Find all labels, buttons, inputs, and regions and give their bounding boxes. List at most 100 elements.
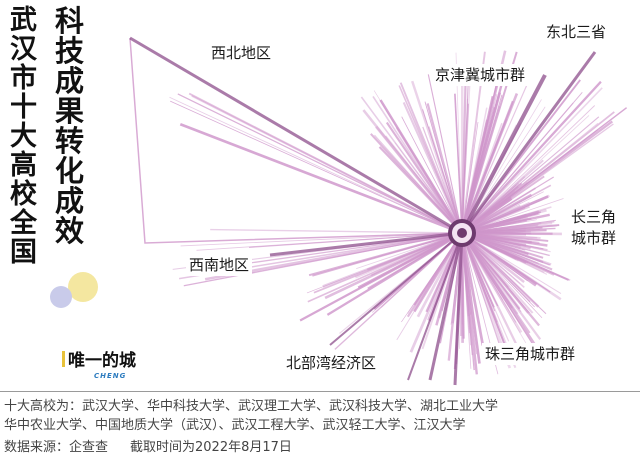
- ray-1-18: [399, 82, 463, 234]
- ray-7-13: [461, 232, 512, 362]
- ray-2-26: [460, 82, 499, 234]
- footer-universities-line1: 十大高校为：武汉大学、华中科技大学、武汉理工大学、武汉科技大学、湖北工业大学: [4, 399, 499, 414]
- ray-7-29: [460, 232, 481, 364]
- ray-strong-0: [129, 36, 463, 235]
- ray-3-11: [461, 80, 602, 234]
- ray-2-20: [461, 70, 470, 234]
- ray-0-1: [170, 100, 463, 234]
- blue-dot: [50, 286, 72, 308]
- yellow-dot: [68, 272, 98, 302]
- ray-6-26: [461, 231, 562, 301]
- title-part-2-char-6: 化: [55, 154, 85, 188]
- ray-0-0: [169, 96, 463, 234]
- ray-10-0: [180, 232, 463, 247]
- outline-line: [129, 37, 463, 244]
- ray-3-8: [461, 105, 596, 234]
- ray-0-5: [179, 122, 463, 235]
- title-part-1-char-8: 全: [10, 208, 37, 239]
- ray-strong-3: [460, 51, 597, 234]
- region-label-northwest: 西北地区: [208, 42, 275, 64]
- ray-9-12: [334, 232, 463, 350]
- title-part-1-char-1: 武: [10, 5, 37, 36]
- ray-2-16: [454, 93, 463, 234]
- ray-4-28: [461, 194, 550, 235]
- title-part-2-char-4: 果: [55, 94, 85, 128]
- ray-9-11: [326, 232, 463, 316]
- ray-2-24: [461, 106, 496, 234]
- ray-4-33: [461, 191, 544, 234]
- region-label-yangtze-delta: 长三角 城市群: [568, 206, 620, 250]
- ray-9-18: [299, 232, 463, 322]
- region-label-yangtze-line2: 城市群: [571, 229, 617, 247]
- ray-8-17: [461, 232, 470, 334]
- wuhan-hub: [448, 219, 476, 247]
- transfer-network-diagram: [129, 36, 628, 386]
- ray-6-25: [461, 232, 551, 293]
- title-part-2-char-1: 科: [55, 4, 85, 38]
- ray-10-7: [210, 228, 463, 234]
- ray-1-21: [427, 74, 463, 234]
- region-label-yangtze-line1: 长三角: [571, 208, 617, 226]
- ray-2-29: [461, 105, 501, 234]
- ray-10-2: [183, 232, 463, 287]
- title-part-1-char-9: 国: [10, 237, 37, 268]
- ray-strong-4: [428, 232, 464, 381]
- region-label-jingjinji: 京津冀城市群: [432, 64, 529, 86]
- ray-1-19: [362, 109, 464, 234]
- title-part-1-char-3: 市: [10, 63, 37, 94]
- footer-source: 数据来源：企查查: [4, 440, 109, 455]
- ray-1-16: [373, 90, 463, 234]
- ray-strong-5: [453, 232, 464, 386]
- ray-4-27: [461, 199, 543, 234]
- logo-sub: CHENG: [94, 372, 127, 380]
- ray-strong-6: [407, 232, 463, 381]
- ray-7-17: [461, 232, 540, 327]
- ray-3-12: [461, 87, 603, 234]
- ray-7-28: [460, 232, 526, 361]
- title-part-2: 科技成果转化成效: [55, 6, 84, 246]
- ray-1-14: [428, 126, 463, 234]
- footer-source-line: 数据来源：企查查 截取时间为2022年8月17日: [4, 439, 292, 456]
- decorative-dots: [44, 270, 104, 310]
- ray-strong-1: [269, 231, 463, 257]
- ray-9-16: [308, 232, 463, 277]
- ray-2-27: [461, 107, 488, 234]
- ray-1-2: [360, 96, 463, 234]
- ray-1-23: [411, 80, 464, 234]
- ray-7-23: [461, 232, 507, 365]
- ray-8-24: [406, 232, 463, 318]
- title-part-1-char-2: 汉: [10, 34, 37, 65]
- ray-1-25: [374, 134, 463, 234]
- ray-strong-7: [329, 232, 463, 346]
- title-part-1-char-6: 高: [10, 150, 37, 181]
- logo: 唯一的城 CHENG: [62, 346, 136, 380]
- ray-5-41: [461, 221, 555, 234]
- footer-universities-line2: 华中农业大学、中国地质大学（武汉）、武汉工程大学、武汉轻工大学、江汉大学: [4, 418, 466, 433]
- logo-text: 唯一的城: [68, 351, 136, 371]
- ray-3-10: [461, 115, 590, 234]
- ray-2-17: [461, 118, 508, 234]
- ray-7-20: [461, 232, 529, 314]
- ray-6-0: [461, 232, 562, 295]
- ray-1-17: [424, 101, 463, 234]
- ray-strong-2: [460, 74, 547, 234]
- ray-1-7: [385, 135, 463, 234]
- ray-2-14: [460, 100, 514, 234]
- title-part-1-char-4: 十: [10, 92, 37, 123]
- ray-10-9: [196, 232, 463, 251]
- title-part-1-char-5: 大: [10, 121, 37, 152]
- region-label-northeast: 东北三省: [543, 21, 610, 43]
- ray-7-31: [461, 232, 531, 334]
- ray-9-14: [306, 232, 463, 294]
- region-label-pearl-river: 珠三角城市群: [482, 343, 579, 365]
- ray-6-24: [461, 232, 571, 281]
- connection-lines: [129, 36, 628, 386]
- title-part-1: 武汉市十大高校全国: [10, 6, 37, 267]
- region-label-beibu-gulf: 北部湾经济区: [283, 352, 380, 374]
- ray-1-24: [422, 126, 463, 234]
- title-part-2-char-3: 成: [55, 64, 85, 98]
- ray-1-0: [375, 125, 464, 234]
- title-part-2-char-8: 效: [55, 214, 85, 248]
- ray-0-4: [188, 92, 463, 234]
- ray-9-17: [324, 231, 463, 300]
